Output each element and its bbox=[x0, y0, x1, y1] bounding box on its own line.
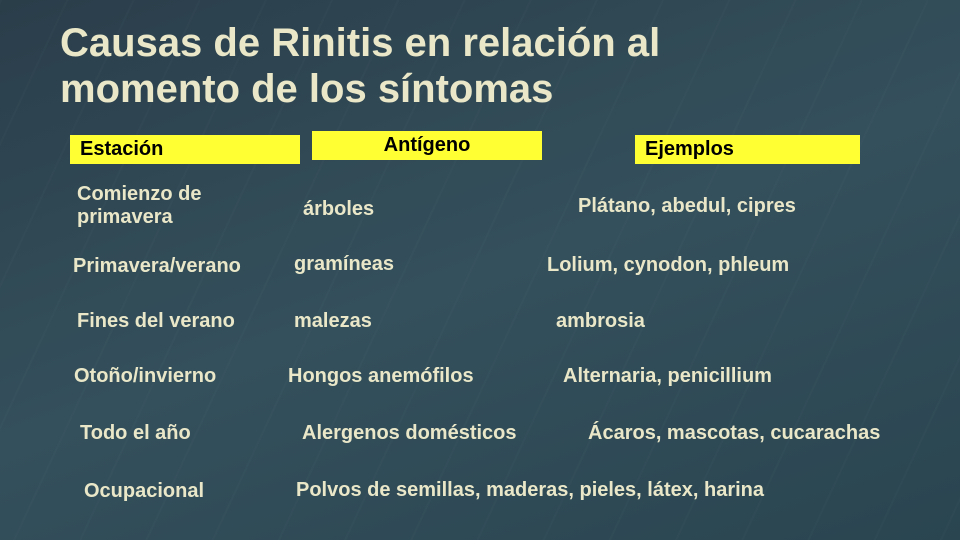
r2c2: gramíneas bbox=[294, 253, 394, 276]
header-ejemplos: Ejemplos bbox=[635, 135, 860, 164]
r1c1: Comienzo de primavera bbox=[77, 183, 257, 229]
r4c3: Alternaria, penicillium bbox=[563, 365, 772, 388]
r5c3: Ácaros, mascotas, cucarachas bbox=[588, 422, 880, 445]
header-estacion: Estación bbox=[70, 135, 300, 164]
r3c3: ambrosia bbox=[556, 310, 645, 333]
r3c2: malezas bbox=[294, 310, 372, 333]
r2c1: Primavera/verano bbox=[73, 255, 241, 278]
r5c2: Alergenos domésticos bbox=[302, 422, 517, 445]
r4c1: Otoño/invierno bbox=[74, 365, 216, 388]
r2c3: Lolium, cynodon, phleum bbox=[547, 254, 789, 277]
r1c3: Plátano, abedul, cipres bbox=[578, 195, 796, 218]
r5c1: Todo el año bbox=[80, 422, 191, 445]
slide-title: Causas de Rinitis en relación al momento… bbox=[60, 20, 840, 112]
r6c1: Ocupacional bbox=[84, 480, 204, 503]
r6c2: Polvos de semillas, maderas, pieles, lát… bbox=[296, 479, 764, 502]
r1c2: árboles bbox=[303, 198, 374, 221]
header-antigeno: Antígeno bbox=[312, 131, 542, 160]
r4c2: Hongos anemófilos bbox=[288, 365, 474, 388]
r3c1: Fines del verano bbox=[77, 310, 235, 333]
